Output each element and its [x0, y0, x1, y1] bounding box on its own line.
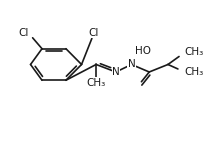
Text: Cl: Cl [89, 28, 99, 38]
Text: CH₃: CH₃ [185, 47, 204, 58]
Text: Cl: Cl [18, 28, 28, 38]
Text: N: N [128, 60, 135, 69]
Text: N: N [112, 67, 120, 77]
Text: CH₃: CH₃ [87, 78, 106, 88]
Text: CH₃: CH₃ [185, 67, 204, 77]
Text: HO: HO [135, 46, 151, 56]
